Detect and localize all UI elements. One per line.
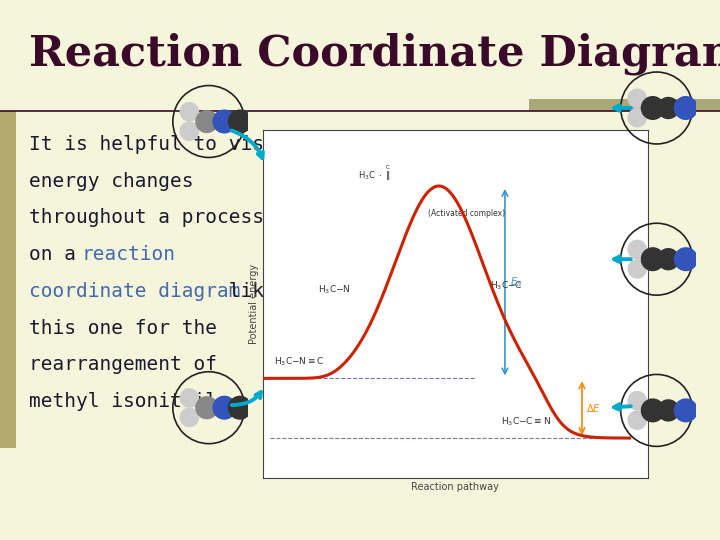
Text: $\mathrm{H_3C{-}C{\equiv}N}$: $\mathrm{H_3C{-}C{\equiv}N}$ — [501, 416, 552, 428]
Text: (Activated complex): (Activated complex) — [428, 209, 505, 218]
Point — [631, 245, 643, 254]
Text: Reaction Coordinate Diagrams: Reaction Coordinate Diagrams — [29, 33, 720, 75]
Point — [631, 396, 643, 405]
Point — [234, 403, 246, 412]
Point — [647, 406, 659, 415]
Point — [219, 117, 230, 126]
X-axis label: Reaction pathway: Reaction pathway — [411, 482, 500, 492]
Point — [631, 265, 643, 273]
Text: reaction: reaction — [81, 245, 176, 264]
Point — [219, 403, 230, 412]
Text: coordinate diagram: coordinate diagram — [29, 282, 240, 301]
Point — [662, 104, 674, 112]
Text: $\Delta E$: $\Delta E$ — [586, 402, 601, 414]
Point — [184, 127, 195, 136]
Text: on a: on a — [29, 245, 88, 264]
Point — [201, 403, 212, 412]
Point — [680, 406, 692, 415]
FancyBboxPatch shape — [529, 99, 720, 111]
Text: this one for the: this one for the — [29, 319, 217, 338]
Point — [680, 255, 692, 264]
Text: $\mathrm{H_3C\ \cdot\ \overset{C}{\|}}$: $\mathrm{H_3C\ \cdot\ \overset{C}{\|}}$ — [359, 163, 392, 183]
Point — [184, 394, 195, 402]
Point — [662, 255, 674, 264]
Text: $\mathrm{H_3C{-}C}$: $\mathrm{H_3C{-}C}$ — [490, 280, 523, 292]
Text: energy changes: energy changes — [29, 172, 193, 191]
Point — [680, 104, 692, 112]
Point — [647, 104, 659, 112]
Text: throughout a process: throughout a process — [29, 208, 264, 227]
Text: $\mathrm{H_3C{-}N}$: $\mathrm{H_3C{-}N}$ — [318, 283, 351, 295]
Text: like: like — [217, 282, 276, 301]
Text: It is helpful to visualize: It is helpful to visualize — [29, 135, 334, 154]
Point — [201, 117, 212, 126]
Text: methyl isonitrile.: methyl isonitrile. — [29, 392, 240, 411]
Point — [631, 416, 643, 424]
Text: $\mathrm{H_3C{-}N{\equiv}C}$: $\mathrm{H_3C{-}N{\equiv}C}$ — [274, 356, 324, 368]
Point — [631, 113, 643, 122]
Text: $E_a$: $E_a$ — [510, 275, 522, 289]
Text: rearrangement of: rearrangement of — [29, 355, 217, 374]
Point — [234, 117, 246, 126]
FancyBboxPatch shape — [0, 111, 16, 448]
Y-axis label: Potential energy: Potential energy — [248, 264, 258, 344]
Point — [647, 255, 659, 264]
Point — [662, 406, 674, 415]
Point — [184, 107, 195, 116]
Point — [631, 94, 643, 103]
Point — [184, 413, 195, 422]
